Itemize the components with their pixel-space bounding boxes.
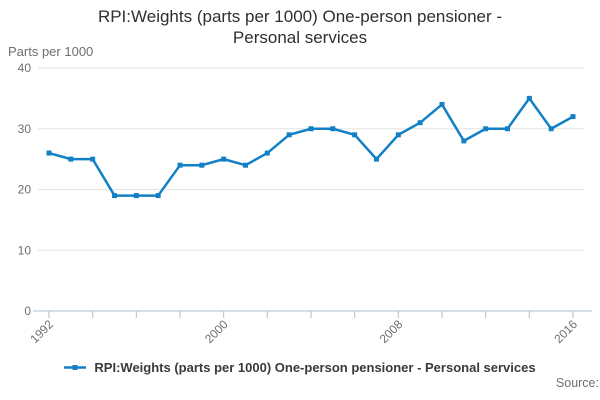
data-point-1999 [199, 162, 205, 168]
data-point-1994 [90, 156, 96, 162]
data-point-2009 [417, 120, 423, 126]
data-point-1993 [68, 156, 74, 162]
line-chart: 0 10 20 30 40 1992 2000 2008 2016 [18, 61, 592, 346]
data-point-1992 [46, 150, 52, 156]
legend: RPI:Weights (parts per 1000) One-person … [0, 356, 600, 378]
data-point-2000 [221, 156, 227, 162]
series-line [47, 97, 575, 197]
data-point-1995 [112, 193, 117, 199]
x-axis-tick-label: 2008 [377, 317, 406, 346]
source-label: Source: [555, 376, 599, 390]
data-point-2004 [308, 126, 314, 132]
data-point-2012 [483, 126, 489, 132]
page-title-line-1: RPI:Weights (parts per 1000) One-person … [97, 7, 503, 26]
data-point-2011 [461, 138, 467, 144]
y-axis-tick-label: 30 [18, 122, 32, 136]
x-axis-tick-label: 2016 [551, 317, 580, 346]
data-point-2013 [505, 126, 510, 132]
legend-line-marker-icon [64, 364, 87, 370]
data-point-2008 [395, 132, 401, 138]
data-point-2003 [286, 132, 292, 138]
data-point-2007 [374, 156, 379, 162]
y-axis-tick-label: 20 [18, 183, 32, 197]
data-point-1996 [133, 193, 139, 199]
data-point-1997 [155, 193, 161, 199]
x-axis-tick-label: 2000 [202, 317, 231, 346]
legend-label: RPI:Weights (parts per 1000) One-person … [94, 359, 536, 375]
data-point-2016 [570, 114, 576, 120]
data-point-2002 [264, 150, 270, 156]
y-axis-tick-label: 10 [18, 243, 32, 257]
y-axis-unit-label: Parts per 1000 [8, 44, 94, 59]
y-axis-tick-label: 0 [24, 304, 31, 318]
data-point-2014 [526, 95, 532, 101]
data-point-2005 [330, 126, 336, 132]
data-point-2006 [352, 132, 358, 138]
data-point-2001 [243, 162, 248, 168]
data-point-2015 [548, 126, 554, 132]
y-axis-tick-label: 40 [18, 61, 32, 75]
data-point-1998 [177, 162, 183, 168]
x-axis-tick-label: 1992 [27, 317, 56, 346]
page-title-line-2: Personal services [232, 27, 368, 47]
data-point-2010 [439, 101, 445, 107]
page-title: RPI:Weights (parts per 1000) One-person … [30, 7, 570, 48]
